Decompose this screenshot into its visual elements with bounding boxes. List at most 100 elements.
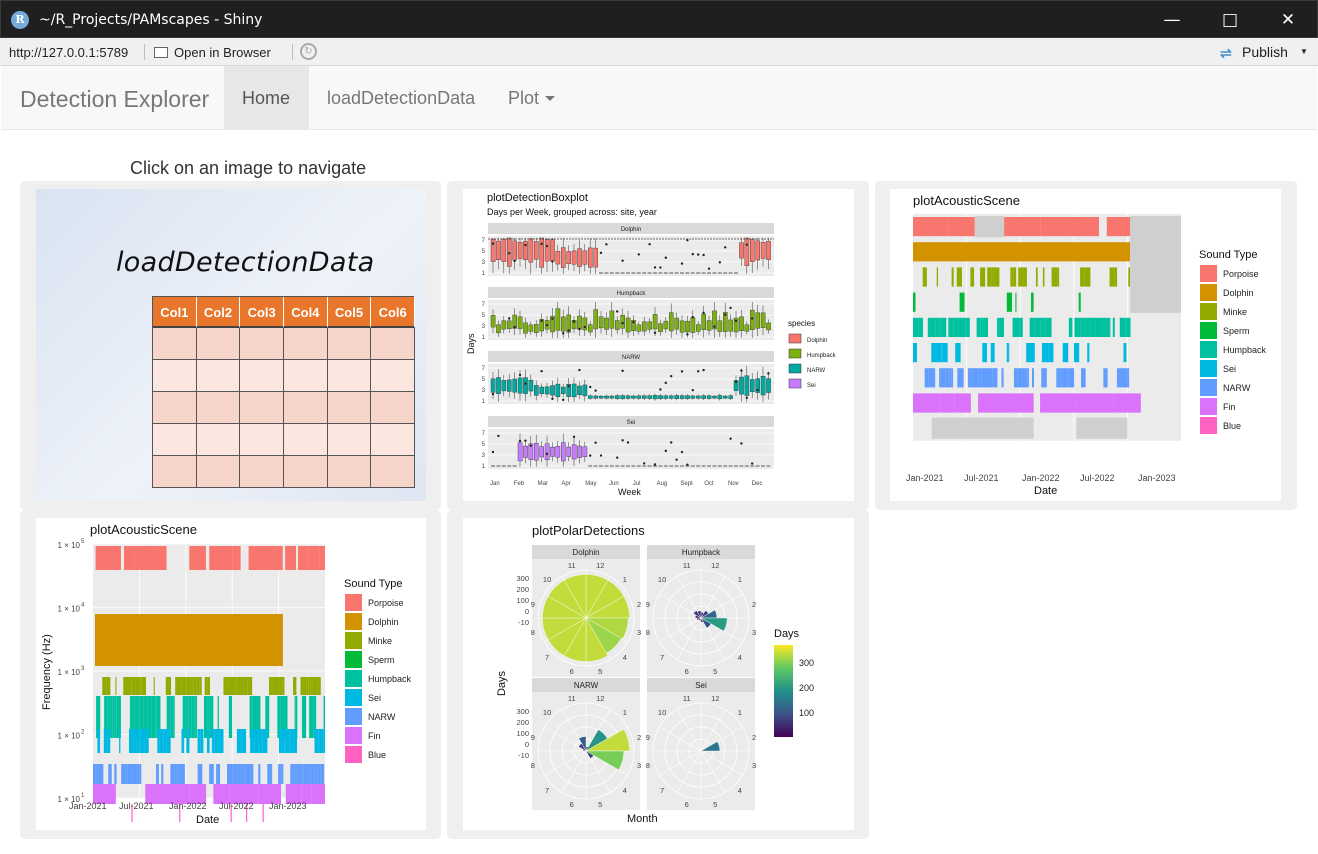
x-tick-label: Jan-2023 — [1138, 473, 1176, 483]
tab-plot[interactable]: Plot — [490, 66, 573, 130]
detection-bar — [1100, 317, 1104, 337]
detection-bar — [170, 764, 175, 784]
outlier-point — [491, 242, 495, 245]
detection-bar — [1044, 368, 1047, 388]
detection-bar — [114, 696, 117, 738]
detection-bar — [179, 677, 182, 695]
box — [733, 317, 739, 333]
detection-bar — [247, 677, 250, 695]
x-axis-label: Date — [1034, 485, 1057, 497]
detection-bar — [1068, 217, 1100, 237]
box — [728, 319, 734, 332]
y-tick-exponent: 5 — [81, 539, 85, 545]
legend-label: Sei — [1223, 364, 1236, 374]
detection-bar — [1019, 317, 1023, 337]
close-icon[interactable]: ✕ — [1280, 10, 1296, 30]
detection-bar — [1080, 317, 1082, 337]
box — [593, 395, 599, 399]
detection-bar — [265, 696, 270, 738]
sample-table: Col1 Col2 Col3 Col4 Col5 Col6 — [152, 296, 415, 488]
detection-bar — [147, 696, 152, 738]
month-tick-label: 2 — [752, 600, 756, 609]
detection-bar — [1067, 368, 1070, 388]
outlier-point — [751, 462, 754, 465]
outlier-point — [589, 454, 592, 457]
detection-boxplot-card[interactable]: plotDetectionBoxplot Days per Week, grou… — [463, 189, 854, 501]
detection-bar — [230, 677, 235, 695]
outlier-point — [724, 313, 727, 316]
month-tick-label: 3 — [637, 761, 641, 770]
reload-icon[interactable]: ↻ — [300, 43, 317, 60]
outlier-point — [724, 246, 727, 249]
maximize-icon[interactable]: □ — [1221, 10, 1239, 30]
tab-home[interactable]: Home — [224, 66, 309, 130]
detection-bar — [972, 368, 979, 388]
url-display[interactable]: http://127.0.0.1:5789 — [9, 45, 129, 60]
detection-bar — [246, 804, 248, 822]
tab-load-detection-data[interactable]: loadDetectionData — [327, 88, 476, 108]
polar-gridline — [544, 750, 587, 776]
polar-gridline — [700, 709, 726, 752]
month-tick-label: 10 — [543, 708, 551, 717]
box — [750, 238, 755, 262]
box — [496, 324, 501, 334]
box — [609, 395, 615, 399]
detection-bar — [112, 696, 115, 738]
legend-label: Blue — [1223, 421, 1241, 431]
detection-bar — [1056, 368, 1058, 388]
detection-bar — [155, 696, 157, 738]
month-tick-label: 12 — [596, 561, 604, 570]
acoustic-scene-card[interactable]: plotAcousticScene Date Sound Type Jan-20… — [890, 189, 1281, 501]
month-tick-label: 8 — [646, 761, 650, 770]
app-brand[interactable]: Detection Explorer — [20, 86, 210, 112]
detection-bar — [297, 764, 302, 784]
detection-bar — [939, 368, 941, 388]
polar-detections-card[interactable]: plotPolarDetections Days Month Days Dolp… — [463, 518, 854, 830]
detection-bar — [942, 343, 948, 363]
detection-bar — [206, 729, 210, 753]
detection-bar — [186, 729, 190, 753]
detection-bar — [1011, 267, 1014, 287]
legend-swatch — [1200, 398, 1217, 415]
detection-bar — [936, 343, 942, 363]
outlier-point — [513, 325, 516, 329]
minimize-icon[interactable]: — — [1163, 10, 1181, 30]
table-cell — [196, 392, 241, 424]
detection-bar — [107, 696, 110, 738]
load-detection-data-card[interactable]: loadDetectionData Col1 Col2 Col3 Col4 Col5 Co… — [36, 189, 426, 501]
detection-bar — [281, 764, 284, 784]
x-tick-label: Jan-2022 — [169, 801, 207, 811]
detection-bar — [1128, 267, 1131, 287]
detection-bar — [991, 267, 994, 287]
detection-bar — [104, 677, 107, 695]
detection-bar — [165, 677, 169, 695]
facet-strip — [647, 678, 755, 692]
box — [636, 324, 642, 332]
publish-button[interactable]: ⇌ Publish — [1220, 44, 1288, 61]
detection-bar — [967, 368, 970, 388]
detection-bar — [250, 729, 255, 753]
detection-bar — [952, 317, 954, 337]
month-tick-label: 10 — [658, 575, 666, 584]
detection-bar — [248, 546, 273, 570]
outlier-point — [702, 253, 705, 257]
detection-bar — [255, 696, 261, 738]
detection-bar — [980, 267, 986, 287]
detection-bar — [1013, 267, 1017, 287]
detection-bar — [308, 677, 311, 695]
detection-bar — [965, 317, 970, 337]
facet-label: NARW — [574, 681, 599, 690]
polar-gridline — [700, 750, 726, 793]
detection-bar — [1119, 317, 1126, 337]
detection-bar — [236, 729, 242, 753]
detection-bar — [174, 764, 178, 784]
detection-bar — [209, 764, 213, 784]
box — [755, 312, 761, 329]
open-in-browser-button[interactable]: Open in Browser — [154, 45, 271, 60]
detection-bar — [279, 677, 283, 695]
box — [517, 242, 523, 259]
box — [490, 315, 496, 328]
acoustic-scene-frequency-card[interactable]: plotAcousticScene Date Frequency (Hz) So… — [36, 518, 426, 830]
rstudio-logo-icon: R — [11, 11, 29, 29]
publish-dropdown-icon[interactable]: ▼ — [1300, 47, 1308, 56]
